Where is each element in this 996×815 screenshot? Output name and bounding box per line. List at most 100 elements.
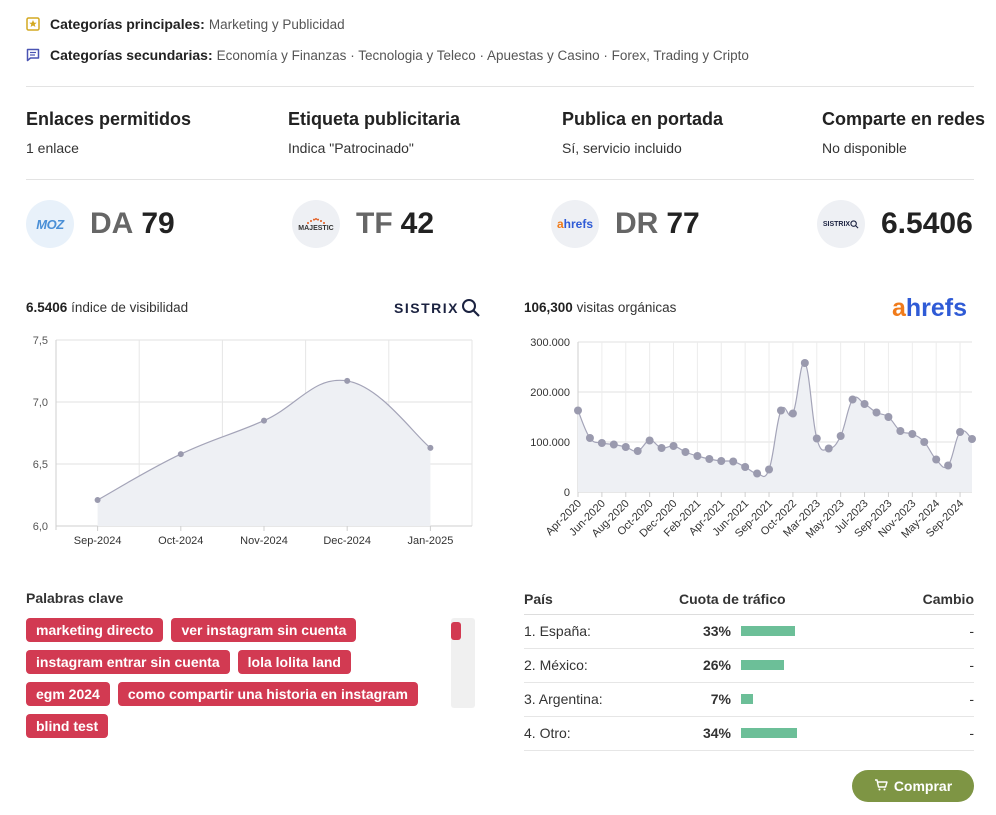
metric-value: 79 xyxy=(141,207,175,240)
buy-button[interactable]: Comprar xyxy=(852,770,974,802)
feature-social: Comparte en redes No disponible xyxy=(822,109,985,156)
share-bar-cell xyxy=(741,648,863,683)
metric-moz: MOZ DA 79 xyxy=(26,200,175,248)
feature-title: Comparte en redes xyxy=(822,109,986,129)
x-tick-label: Dec-2024 xyxy=(323,535,371,547)
col-change: Cambio xyxy=(862,588,974,615)
series-line xyxy=(577,362,973,478)
data-point xyxy=(896,427,905,435)
data-point xyxy=(800,359,809,367)
keyword-tag[interactable]: instagram entrar sin cuenta xyxy=(26,650,230,674)
data-point xyxy=(177,451,184,458)
data-point xyxy=(261,417,267,424)
share-percent: 34% xyxy=(679,716,741,751)
data-point xyxy=(717,457,726,465)
y-tick-label: 6,5 xyxy=(33,459,48,471)
y-tick-label: 7,5 xyxy=(33,335,48,347)
data-point xyxy=(765,465,774,474)
ahrefs-traffic-chart: 0100.000200.000300.000Apr-2020Jun-2020Au… xyxy=(530,337,976,541)
majestic-crown-icon xyxy=(307,217,325,224)
buy-button-label: Comprar xyxy=(893,778,953,794)
metric-label: DR xyxy=(615,207,659,240)
share-percent: 33% xyxy=(679,614,741,649)
x-tick-label: Oct-2024 xyxy=(158,535,203,547)
data-point xyxy=(884,413,893,421)
keywords-list: marketing directo ver instagram sin cuent… xyxy=(26,618,446,746)
star-icon xyxy=(26,17,40,31)
metric-label: DA xyxy=(90,207,134,240)
y-tick-label: 300.000 xyxy=(530,337,570,349)
country-cell: 3. Argentina: xyxy=(524,682,679,717)
message-icon xyxy=(26,48,40,62)
col-share: Cuota de tráfico xyxy=(679,588,863,615)
secondary-categories-value: Economía y Finanzas · Tecnologia y Telec… xyxy=(216,47,749,63)
y-tick-label: 200.000 xyxy=(530,387,570,399)
feature-value: No disponible xyxy=(822,140,907,156)
data-point xyxy=(669,442,678,450)
data-point xyxy=(633,447,642,455)
data-point xyxy=(812,434,821,443)
data-point xyxy=(848,395,857,404)
data-point xyxy=(609,440,618,449)
feature-title: Publica en portada xyxy=(562,109,724,129)
share-bar-cell xyxy=(741,682,863,717)
secondary-categories: Categorías secundarias: Economía y Finan… xyxy=(26,47,749,63)
scrollbar-thumb[interactable] xyxy=(451,622,461,640)
keyword-tag[interactable]: blind test xyxy=(26,714,109,738)
keyword-tag[interactable]: lola lolita land xyxy=(237,650,351,674)
sistrix-logo: SISTRIX xyxy=(817,200,865,248)
share-percent: 7% xyxy=(679,682,741,717)
data-point xyxy=(681,448,690,456)
magnifier-icon xyxy=(461,299,480,317)
feature-title: Enlaces permitidos xyxy=(26,109,192,129)
metric-value: 77 xyxy=(666,207,700,240)
series-area xyxy=(578,362,972,492)
data-point xyxy=(776,406,785,415)
table-row: 1. España: 33% - xyxy=(524,614,974,649)
sistrix-caption: índice de visibilidad xyxy=(71,300,189,315)
data-point xyxy=(956,428,965,436)
change-cell: - xyxy=(862,648,974,683)
data-point xyxy=(705,455,714,463)
data-point xyxy=(920,438,929,446)
x-tick-label: Jan-2025 xyxy=(407,535,453,547)
col-country: País xyxy=(524,588,679,615)
share-bar-cell xyxy=(741,614,863,649)
sistrix-chart-header: 6.5406 índice de visibilidad xyxy=(26,300,188,315)
y-tick-label: 0 xyxy=(564,487,570,499)
data-point xyxy=(597,439,606,447)
data-point xyxy=(741,463,750,471)
data-point xyxy=(645,436,654,445)
change-cell: - xyxy=(862,614,974,649)
country-cell: 1. España: xyxy=(524,614,679,649)
ahrefs-value: 106,300 xyxy=(524,300,573,315)
divider xyxy=(26,86,974,87)
table-row: 3. Argentina: 7% - xyxy=(524,682,974,717)
cart-icon xyxy=(874,778,888,794)
table-header-row: País Cuota de tráfico Cambio xyxy=(524,588,974,615)
share-bar xyxy=(741,660,784,670)
keyword-tag[interactable]: egm 2024 xyxy=(26,682,110,706)
secondary-categories-label: Categorías secundarias: xyxy=(50,47,213,63)
metric-value: 6.5406 xyxy=(881,207,973,240)
share-bar xyxy=(741,728,797,738)
country-cell: 4. Otro: xyxy=(524,716,679,751)
moz-logo: MOZ xyxy=(26,200,74,248)
data-point xyxy=(585,434,594,442)
keyword-tag[interactable]: ver instagram sin cuenta xyxy=(171,618,357,642)
majestic-logo: MAJESTIC xyxy=(292,200,340,248)
feature-value: 1 enlace xyxy=(26,140,79,156)
feature-ad-label: Etiqueta publicitaria Indica "Patrocinad… xyxy=(288,109,460,156)
data-point xyxy=(693,452,702,460)
data-point xyxy=(574,406,582,415)
y-tick-label: 6,0 xyxy=(33,521,48,533)
data-point xyxy=(872,408,881,417)
feature-value: Indica "Patrocinado" xyxy=(288,140,414,156)
feature-title: Etiqueta publicitaria xyxy=(288,109,461,129)
keywords-scrollbar[interactable] xyxy=(451,618,475,708)
primary-categories-value: Marketing y Publicidad xyxy=(208,16,345,32)
keyword-tag[interactable]: como compartir una historia en instagram xyxy=(117,682,418,706)
feature-links: Enlaces permitidos 1 enlace xyxy=(26,109,191,156)
keyword-tag[interactable]: marketing directo xyxy=(26,618,164,642)
sistrix-value: 6.5406 xyxy=(26,300,68,315)
